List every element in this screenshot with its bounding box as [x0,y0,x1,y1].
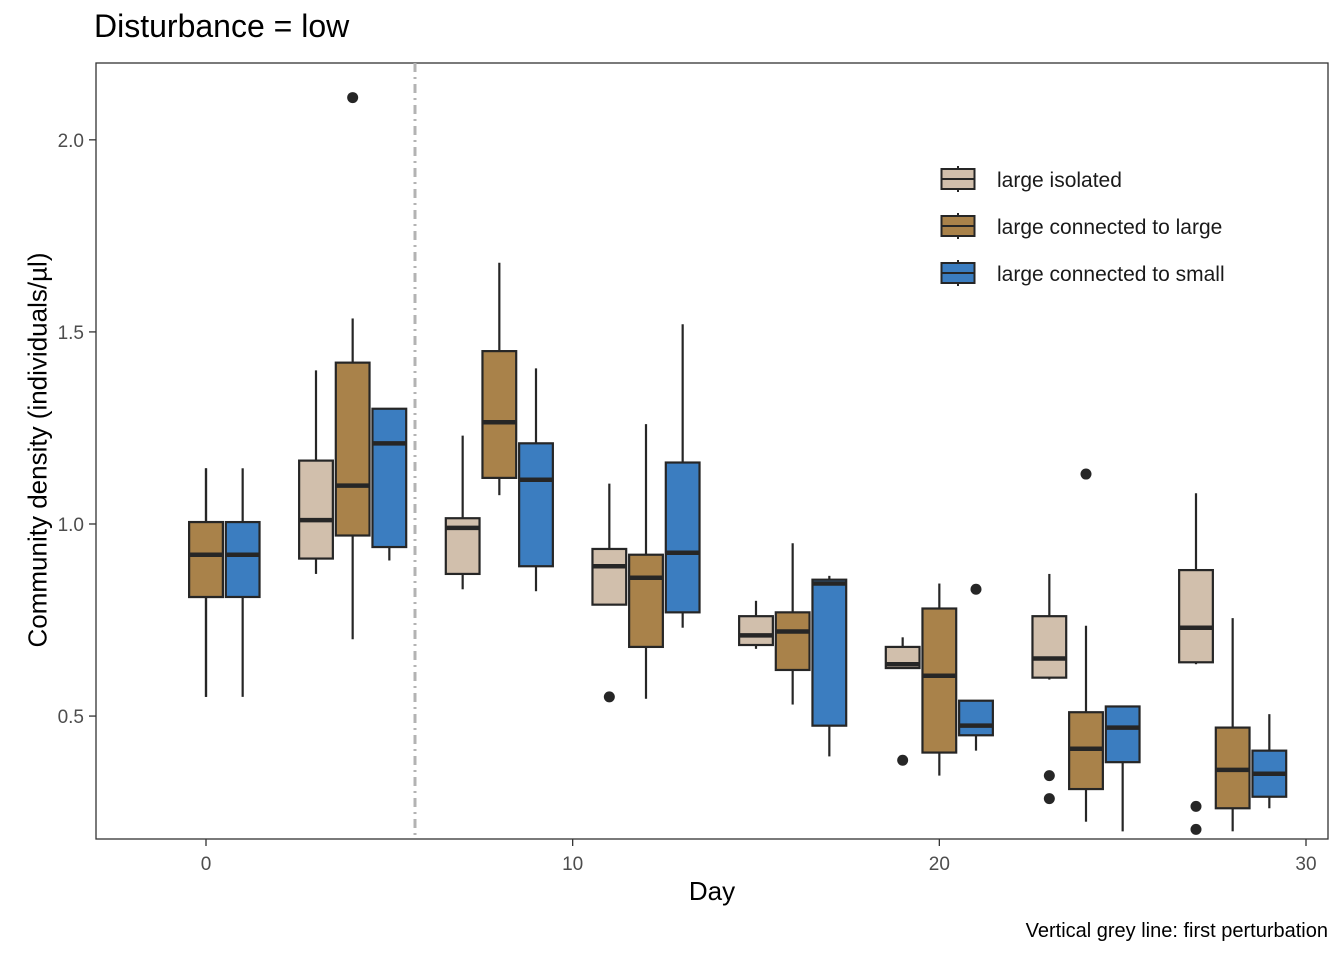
box-group [664,324,701,628]
box [921,607,958,754]
box-group [334,92,371,640]
box-group [1251,714,1288,809]
box [811,578,848,727]
box [664,461,701,614]
outlier-point [603,691,615,703]
outlier-point [970,583,982,595]
box-group [1031,573,1068,805]
axes-layer: 0.5 1.0 1.5 2.0 0 10 20 30 [58,62,1329,875]
box-group [188,468,224,697]
box-group [1214,618,1251,832]
box [738,615,774,647]
box-group [371,407,408,561]
box [518,442,554,568]
y-tick-label: 1.5 [58,323,84,344]
x-tick-label: 10 [562,854,583,875]
box [774,611,811,672]
y-axis-label: Community density (individuals/µl) [22,252,53,648]
box-group [774,543,811,705]
box [1178,568,1214,664]
chart-title: Disturbance = low [94,8,350,44]
box [188,520,224,599]
box-group [628,424,664,699]
box [298,459,334,560]
box [481,350,518,479]
box [958,699,994,737]
legend-key-large-isolated [940,166,976,192]
outlier-point [347,92,359,104]
box-group [1068,468,1104,822]
box-group [518,368,554,592]
x-tick-label: 20 [929,854,950,875]
box-group [921,583,958,776]
box-group [738,600,774,649]
box-group [444,435,481,590]
box-group [298,370,334,574]
outlier-point [1190,800,1202,812]
outlier-point [1080,468,1092,480]
y-tick-label: 1.0 [58,515,84,536]
legend-key-large-connected-to-small [940,260,976,286]
box-group [1178,493,1214,835]
box-group [1104,705,1141,832]
box [334,361,371,537]
y-tick-label: 2.0 [58,131,84,152]
chart-caption: Vertical grey line: first perturbation [1025,920,1328,942]
panel-border [95,62,1329,840]
legend-label: large isolated [997,169,1122,192]
x-axis-label: Day [688,876,736,906]
box [591,547,628,606]
box [1104,705,1141,764]
legend-key-large-connected-to-large [940,213,976,239]
box [628,553,664,649]
box [224,520,261,599]
box-group [591,483,628,703]
marks-layer [188,63,1288,839]
outlier-point [1043,793,1055,805]
y-tick-label: 0.5 [58,707,84,728]
box-group [811,575,848,757]
box [371,407,408,549]
outlier-point [1043,770,1055,782]
legend-label: large connected to small [997,263,1225,286]
x-tick-label: 30 [1295,854,1316,875]
legend-label: large connected to large [997,216,1223,239]
box-group [481,262,518,496]
outlier-point [1190,823,1202,835]
box-group [224,468,261,697]
box-group [884,637,921,766]
box-group [958,583,994,751]
x-tick-label: 0 [201,854,212,875]
outlier-point [897,754,909,766]
box [1031,615,1068,679]
